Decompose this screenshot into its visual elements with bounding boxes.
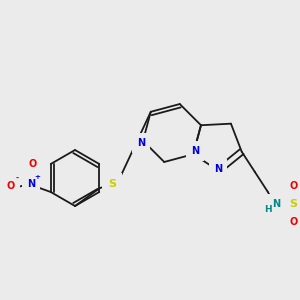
Text: N: N: [191, 146, 199, 156]
Text: H: H: [264, 205, 272, 214]
Text: O: O: [7, 181, 15, 191]
Text: O: O: [290, 217, 298, 227]
Text: N: N: [214, 164, 222, 174]
Text: +: +: [34, 174, 40, 180]
Text: S: S: [108, 179, 116, 189]
Text: N: N: [272, 199, 280, 209]
Text: N: N: [137, 138, 145, 148]
Text: O: O: [290, 181, 298, 191]
Text: N: N: [27, 179, 35, 189]
Text: -: -: [15, 173, 18, 182]
Text: O: O: [28, 159, 37, 169]
Text: S: S: [290, 199, 298, 209]
